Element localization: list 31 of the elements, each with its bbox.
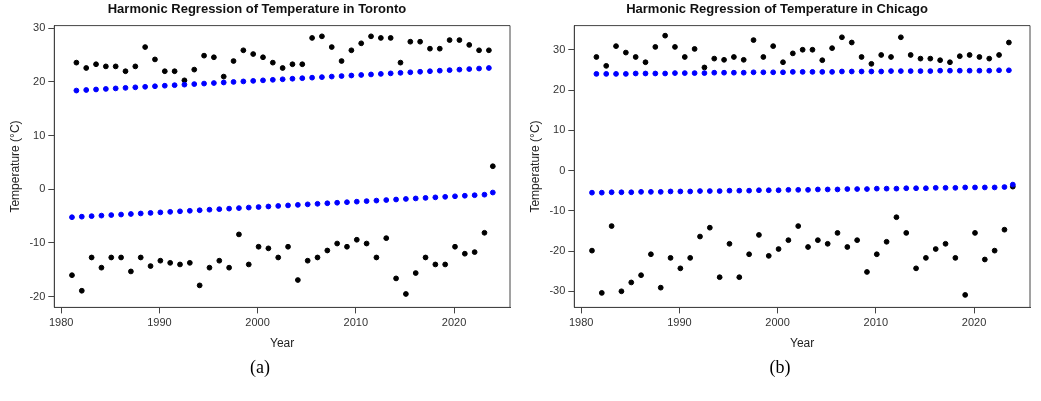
- x-tick-label: 1980: [48, 316, 74, 329]
- x-tick-label: 2010: [863, 316, 889, 329]
- text: (b): [768, 357, 792, 378]
- x-tick-label: 2010: [343, 316, 369, 329]
- chart-title: Harmonic Regression of Temperature in Toronto: [107, 1, 407, 17]
- y-tick-label: 30: [33, 21, 46, 34]
- x-tick-label: 1990: [667, 316, 692, 329]
- x-axis-title: Year: [790, 336, 815, 351]
- x-tick-label: 1980: [568, 316, 594, 329]
- x-tick-label: 2020: [961, 316, 987, 329]
- y-tick-label: 20: [33, 74, 46, 87]
- x-tick-label: 2020: [441, 316, 467, 329]
- chart-title: Harmonic Regression of Temperature in Chicago: [626, 1, 928, 17]
- y-tick-label: 10: [33, 128, 46, 141]
- y-axis-title: Temperature (°C): [527, 120, 542, 213]
- y-axis-title: Temperature (°C): [7, 120, 22, 213]
- x-tick-label: 2000: [765, 316, 790, 329]
- y-tick-label: 0: [39, 182, 46, 195]
- y-tick-label: -20: [549, 244, 566, 257]
- y-tick-label: 0: [559, 163, 566, 176]
- x-tick-label: 2000: [245, 316, 270, 329]
- y-tick-label: 30: [553, 42, 566, 55]
- y-tick-label: 20: [553, 83, 566, 96]
- y-tick-label: -10: [29, 236, 46, 249]
- y-tick-label: -20: [29, 289, 46, 302]
- text: (a): [249, 357, 271, 378]
- y-tick-label: -30: [549, 284, 566, 297]
- y-tick-label: 10: [553, 123, 566, 136]
- x-tick-label: 1990: [147, 316, 172, 329]
- x-axis-title: Year: [270, 336, 295, 351]
- y-tick-label: -10: [549, 203, 566, 216]
